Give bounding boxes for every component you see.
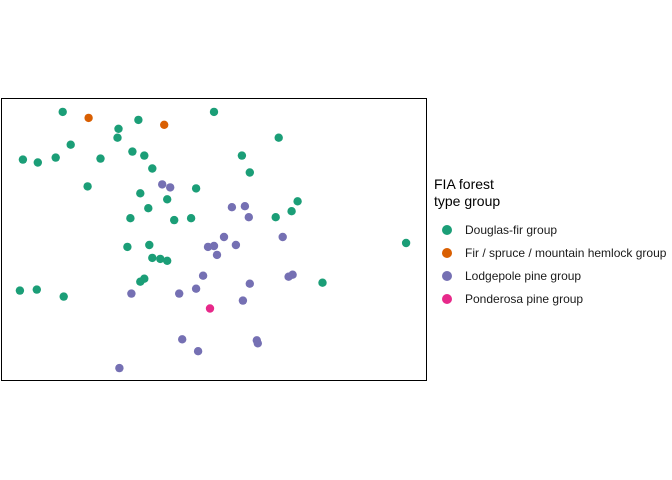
legend-title: FIA forest type group (434, 176, 672, 210)
data-point (209, 107, 219, 117)
data-point (32, 285, 41, 294)
data-point (198, 271, 208, 280)
data-point (163, 195, 172, 204)
data-point (59, 292, 68, 301)
data-point (144, 204, 153, 213)
data-point (401, 238, 411, 248)
data-point (140, 151, 149, 160)
data-point (126, 214, 135, 223)
data-point (33, 158, 42, 167)
data-point (271, 213, 280, 222)
data-point (123, 242, 132, 252)
legend-key (442, 247, 452, 258)
data-point (127, 289, 136, 298)
data-point (212, 250, 222, 260)
data-point (284, 272, 293, 281)
legend-label: Fir / spruce / mountain hemlock group (465, 245, 667, 260)
data-point (166, 183, 175, 192)
data-point (191, 184, 201, 193)
data-point (156, 254, 165, 264)
plot-panel (1, 98, 427, 381)
data-point (253, 339, 262, 348)
data-point (293, 197, 302, 206)
data-point (278, 232, 287, 242)
data-point (231, 240, 241, 250)
legend-item: Fir / spruce / mountain hemlock group (434, 241, 672, 264)
data-point (170, 215, 179, 225)
data-point (274, 133, 283, 142)
data-point (58, 107, 67, 117)
data-point (15, 286, 25, 295)
scatter-plot (15, 107, 411, 373)
data-point (219, 232, 229, 242)
data-point (134, 115, 143, 125)
data-point (51, 153, 60, 162)
data-point (115, 363, 124, 373)
legend-items: Douglas-fir group Fir / spruce / mountain… (434, 218, 672, 310)
data-point (158, 180, 167, 189)
data-point (186, 214, 196, 223)
data-point (178, 335, 187, 344)
data-point (148, 253, 157, 263)
legend-key (442, 293, 452, 304)
data-point (83, 182, 92, 191)
data-point (245, 279, 254, 288)
legend-label: Lodgepole pine group (465, 268, 582, 283)
legend-item: Ponderosa pine group (434, 287, 672, 310)
legend-item: Lodgepole pine group (434, 264, 672, 287)
data-point (148, 164, 157, 173)
data-point (160, 120, 169, 129)
data-point (205, 304, 215, 313)
data-point (203, 242, 213, 252)
legend-title-line: type group (434, 193, 501, 209)
legend-label: Ponderosa pine group (465, 291, 584, 306)
data-point (193, 347, 203, 356)
data-point (18, 155, 28, 164)
data-point (240, 202, 250, 211)
data-point (318, 278, 327, 287)
data-point (175, 289, 184, 298)
data-point (128, 147, 137, 156)
data-point (238, 296, 248, 305)
data-point (96, 154, 105, 163)
data-point (191, 284, 201, 293)
legend-title-line: FIA forest (434, 176, 494, 192)
legend-key (442, 270, 452, 281)
data-point (163, 256, 172, 265)
data-point (66, 140, 75, 149)
data-point (114, 124, 123, 133)
data-point (244, 213, 253, 222)
data-point (136, 189, 145, 198)
legend-item: Douglas-fir group (434, 218, 672, 241)
data-point (287, 207, 296, 216)
legend-key (442, 224, 452, 235)
data-point (84, 113, 93, 123)
legend: FIA forest type group Douglas-fir group F… (434, 176, 672, 310)
data-point (145, 240, 154, 250)
data-point (227, 203, 237, 212)
data-point (113, 133, 122, 142)
legend-label: Douglas-fir group (465, 222, 558, 237)
data-point (237, 151, 247, 160)
data-point (245, 168, 254, 177)
data-point (136, 277, 145, 286)
